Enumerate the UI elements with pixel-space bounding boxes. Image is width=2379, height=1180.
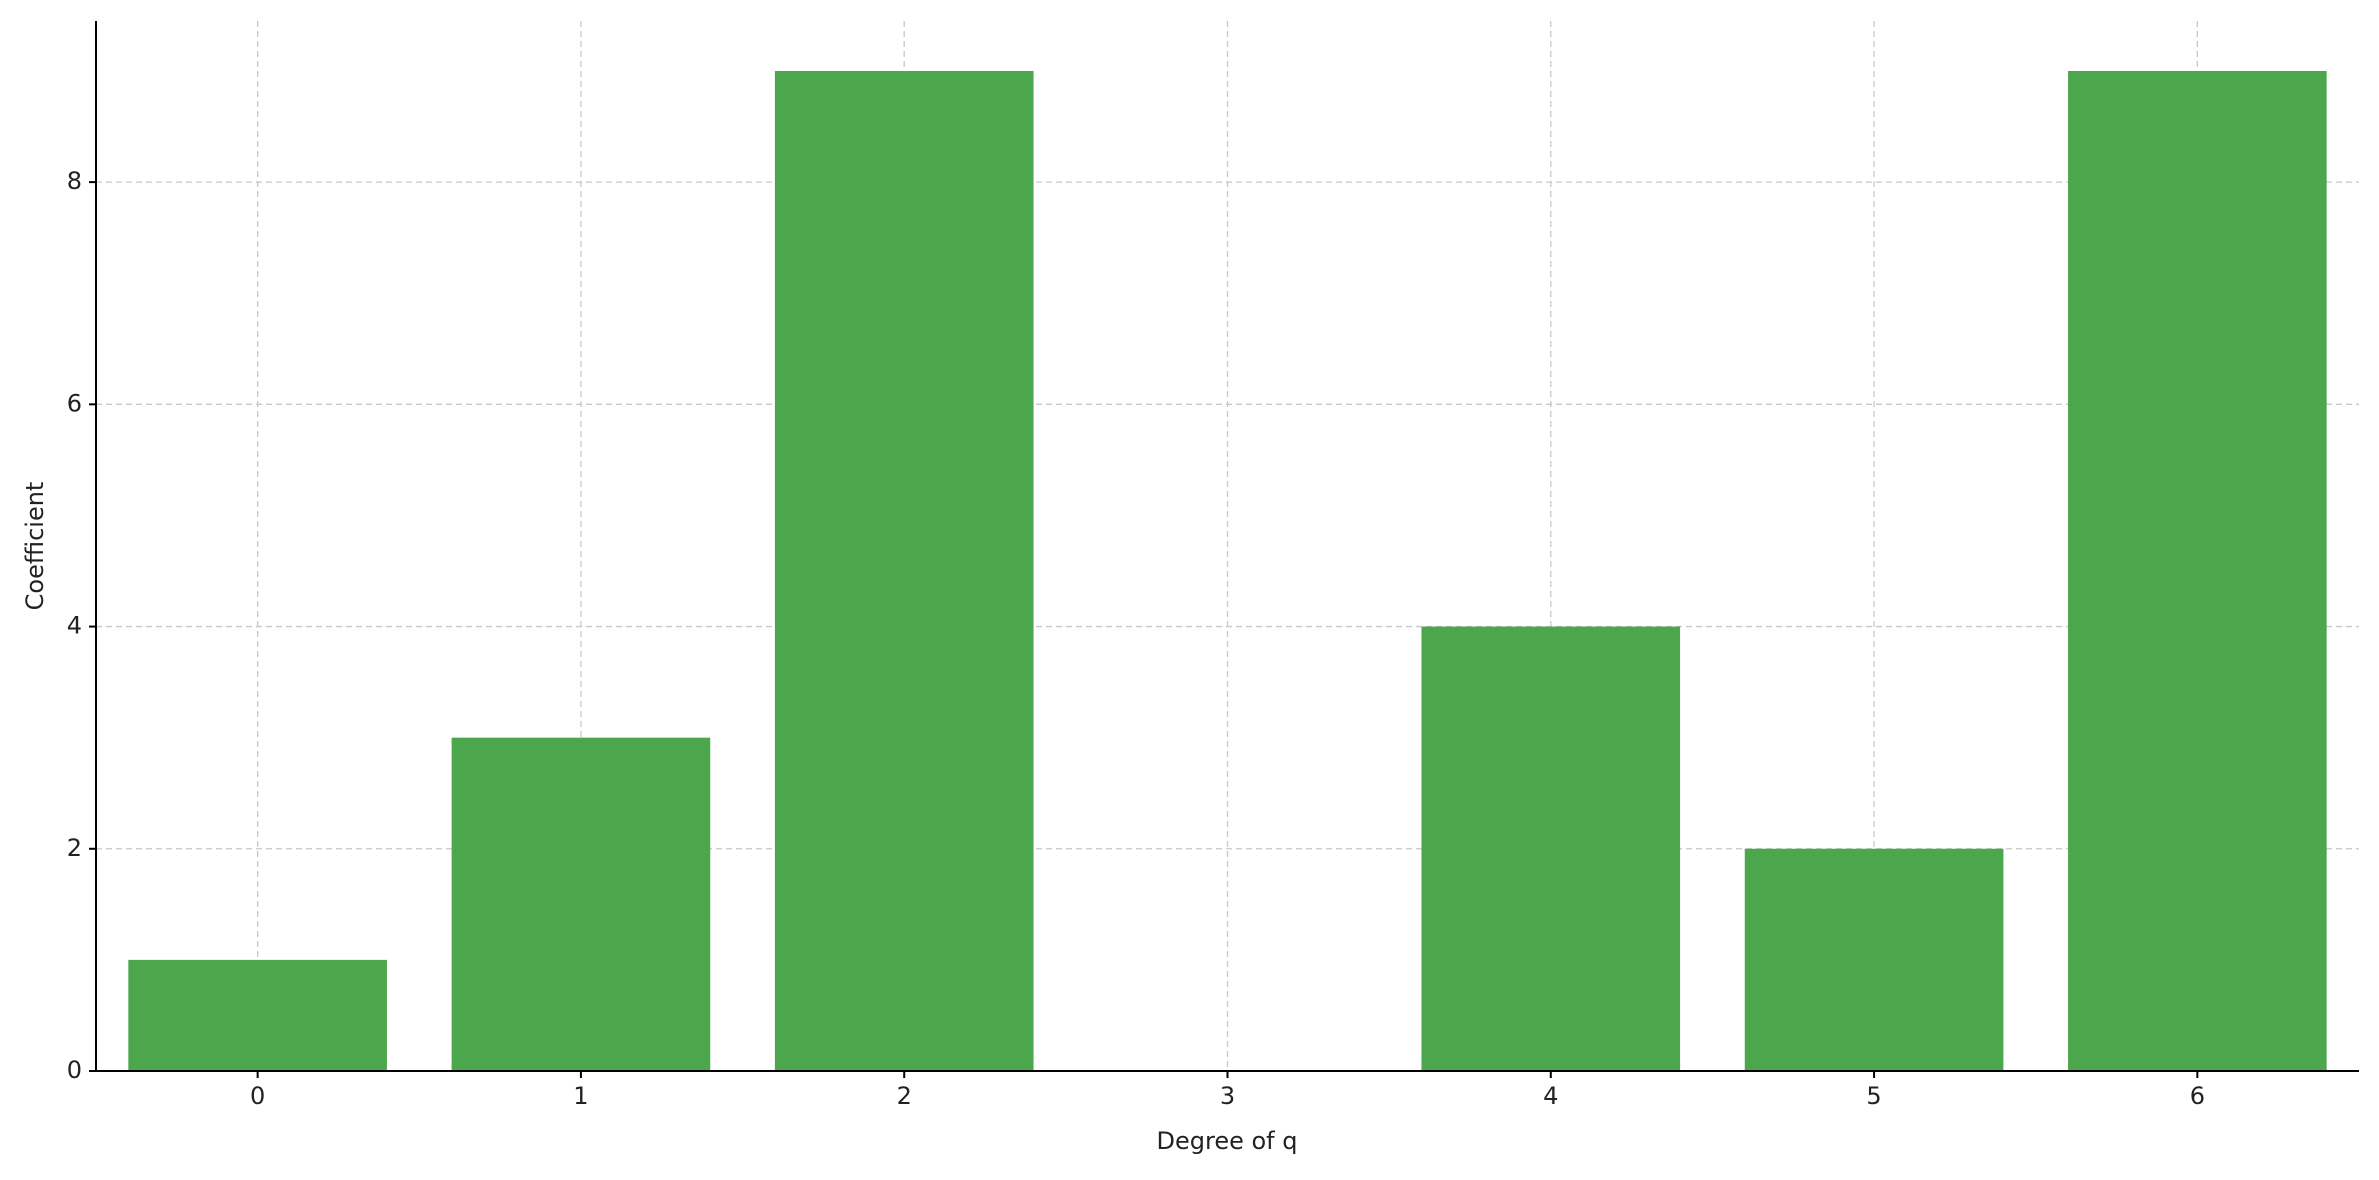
bar xyxy=(451,737,711,1071)
x-tick-label: 2 xyxy=(897,1082,912,1110)
y-tick-label: 6 xyxy=(67,389,82,417)
bar xyxy=(774,71,1034,1071)
x-tick-label: 3 xyxy=(1220,1082,1235,1110)
bar xyxy=(1421,626,1681,1071)
x-tick-label: 1 xyxy=(573,1082,588,1110)
x-tick-label: 4 xyxy=(1543,1082,1558,1110)
bar xyxy=(128,959,387,1071)
y-tick-label: 4 xyxy=(67,612,82,640)
x-tick-label: 6 xyxy=(2190,1082,2205,1110)
x-axis-label: Degree of q xyxy=(1157,1127,1298,1155)
x-tick-label: 0 xyxy=(250,1082,265,1110)
x-tick-label: 5 xyxy=(1866,1082,1881,1110)
y-axis-label: Coefficient xyxy=(21,482,49,611)
bar xyxy=(1744,848,2004,1071)
bar xyxy=(2068,71,2327,1071)
y-tick-label: 8 xyxy=(67,167,82,195)
y-tick-label: 2 xyxy=(67,834,82,862)
y-tick-label: 0 xyxy=(67,1056,82,1084)
